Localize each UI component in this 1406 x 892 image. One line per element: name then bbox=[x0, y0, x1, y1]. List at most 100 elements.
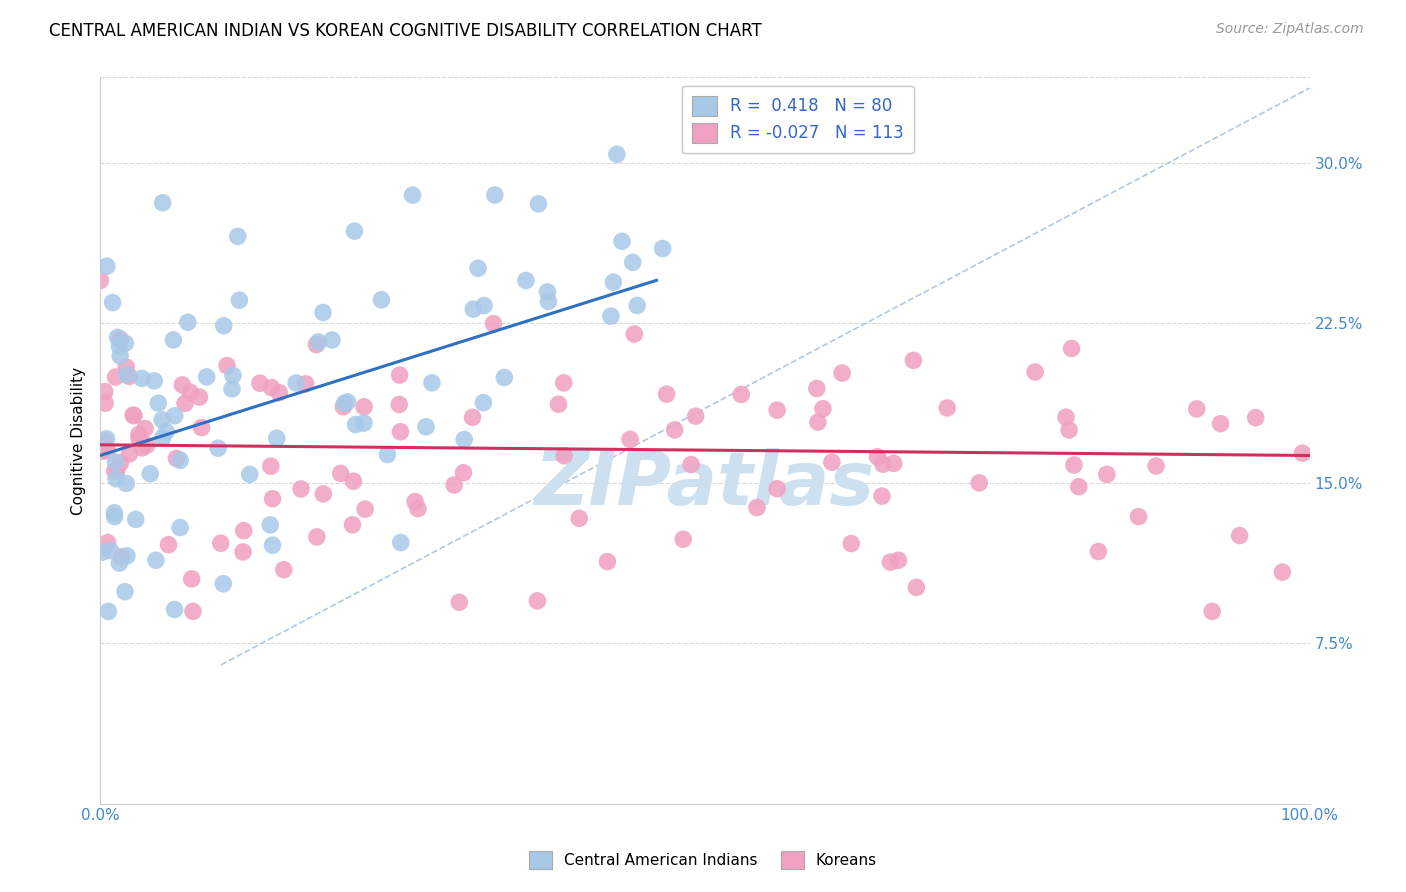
Point bbox=[596, 555, 619, 569]
Point bbox=[553, 449, 575, 463]
Point bbox=[128, 427, 150, 442]
Point bbox=[1024, 365, 1046, 379]
Point bbox=[515, 273, 537, 287]
Point bbox=[626, 298, 648, 312]
Point bbox=[484, 188, 506, 202]
Point bbox=[685, 409, 707, 424]
Point bbox=[118, 369, 141, 384]
Point bbox=[135, 438, 157, 452]
Text: CENTRAL AMERICAN INDIAN VS KOREAN COGNITIVE DISABILITY CORRELATION CHART: CENTRAL AMERICAN INDIAN VS KOREAN COGNIT… bbox=[49, 22, 762, 40]
Point bbox=[1128, 509, 1150, 524]
Point bbox=[406, 501, 429, 516]
Point bbox=[370, 293, 392, 307]
Point bbox=[936, 401, 959, 415]
Point bbox=[388, 397, 411, 411]
Point bbox=[104, 455, 127, 469]
Point bbox=[169, 520, 191, 534]
Point bbox=[443, 478, 465, 492]
Point bbox=[169, 453, 191, 467]
Point bbox=[108, 339, 131, 353]
Point bbox=[553, 376, 575, 390]
Point bbox=[232, 545, 254, 559]
Point bbox=[1054, 410, 1077, 425]
Point bbox=[883, 457, 905, 471]
Point bbox=[1229, 528, 1251, 542]
Legend: Central American Indians, Koreans: Central American Indians, Koreans bbox=[523, 845, 883, 875]
Point bbox=[879, 555, 901, 569]
Point bbox=[494, 370, 516, 384]
Point bbox=[148, 396, 170, 410]
Point bbox=[110, 456, 132, 470]
Point bbox=[344, 417, 367, 432]
Point bbox=[1063, 458, 1085, 472]
Point bbox=[1144, 458, 1167, 473]
Point bbox=[290, 482, 312, 496]
Point bbox=[105, 463, 128, 477]
Point bbox=[122, 409, 145, 423]
Point bbox=[228, 293, 250, 307]
Point bbox=[353, 400, 375, 414]
Point bbox=[536, 285, 558, 299]
Point bbox=[821, 455, 844, 469]
Point bbox=[467, 261, 489, 276]
Point bbox=[482, 317, 505, 331]
Point bbox=[401, 188, 423, 202]
Point bbox=[131, 441, 153, 455]
Point bbox=[108, 349, 131, 363]
Point bbox=[568, 511, 591, 525]
Point bbox=[177, 315, 200, 329]
Point bbox=[1291, 446, 1313, 460]
Point bbox=[91, 545, 114, 559]
Point bbox=[269, 385, 291, 400]
Point bbox=[664, 423, 686, 437]
Point bbox=[672, 532, 695, 546]
Point bbox=[305, 530, 328, 544]
Point bbox=[321, 333, 343, 347]
Point bbox=[222, 368, 245, 383]
Point bbox=[103, 509, 125, 524]
Point bbox=[162, 333, 184, 347]
Point bbox=[195, 370, 218, 384]
Point bbox=[104, 464, 127, 478]
Point bbox=[537, 294, 560, 309]
Text: Source: ZipAtlas.com: Source: ZipAtlas.com bbox=[1216, 22, 1364, 37]
Point bbox=[766, 403, 789, 417]
Point bbox=[212, 576, 235, 591]
Point bbox=[285, 376, 308, 390]
Point bbox=[172, 377, 194, 392]
Point bbox=[621, 255, 644, 269]
Point bbox=[114, 336, 136, 351]
Point bbox=[336, 395, 359, 409]
Point bbox=[273, 563, 295, 577]
Point bbox=[260, 381, 283, 395]
Point bbox=[463, 302, 485, 317]
Point bbox=[115, 476, 138, 491]
Point bbox=[623, 326, 645, 341]
Point bbox=[209, 536, 232, 550]
Point bbox=[1060, 342, 1083, 356]
Point bbox=[96, 259, 118, 273]
Point bbox=[1057, 423, 1080, 437]
Point bbox=[190, 420, 212, 434]
Point bbox=[94, 384, 117, 399]
Point bbox=[461, 410, 484, 425]
Point bbox=[294, 376, 316, 391]
Point bbox=[1209, 417, 1232, 431]
Point bbox=[389, 535, 412, 549]
Point bbox=[207, 441, 229, 455]
Point bbox=[108, 332, 131, 346]
Point bbox=[329, 467, 352, 481]
Point bbox=[619, 433, 641, 447]
Point bbox=[96, 432, 118, 446]
Point bbox=[179, 385, 201, 400]
Point bbox=[249, 376, 271, 391]
Point bbox=[600, 309, 623, 323]
Point bbox=[404, 494, 426, 508]
Point bbox=[107, 330, 129, 344]
Point bbox=[610, 234, 633, 248]
Point bbox=[903, 353, 925, 368]
Point bbox=[89, 273, 111, 287]
Point bbox=[651, 242, 673, 256]
Point bbox=[389, 425, 412, 439]
Point bbox=[1067, 480, 1090, 494]
